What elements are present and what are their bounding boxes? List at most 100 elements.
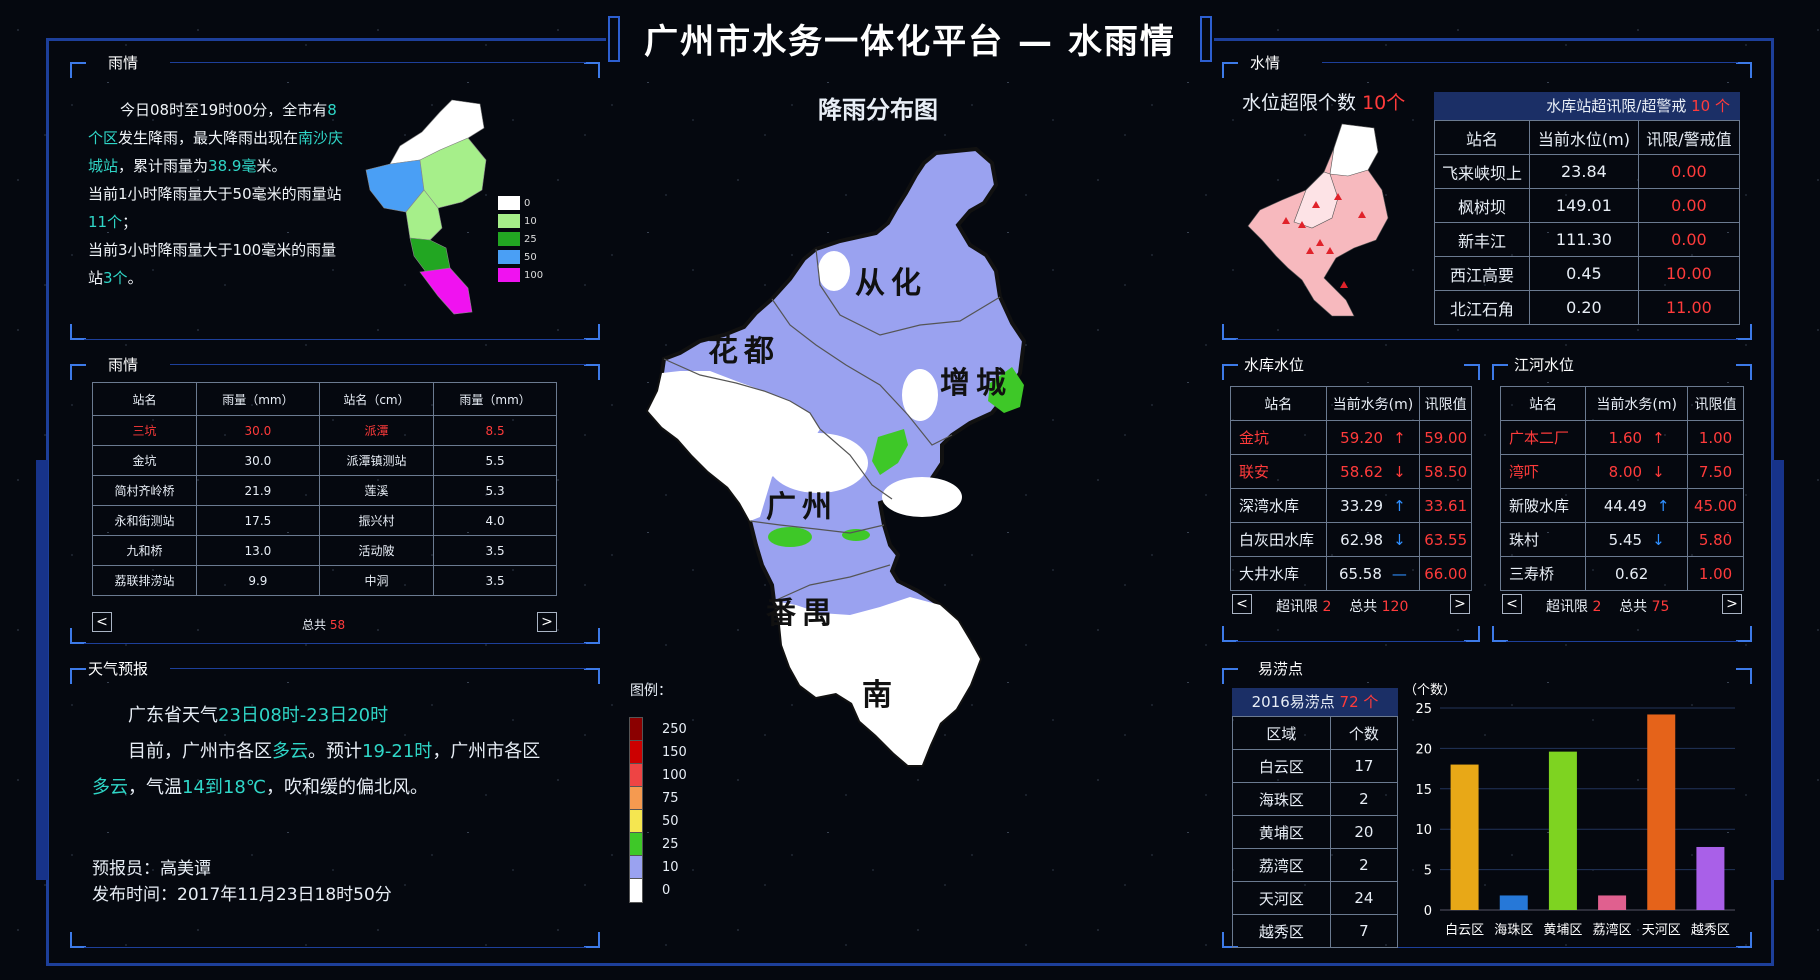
- table-row[interactable]: 珠村 5.45 ↓ 5.80: [1499, 522, 1744, 557]
- table-row[interactable]: 海珠区 2: [1232, 782, 1399, 816]
- table-cell: 天河区: [1232, 881, 1331, 915]
- table-row[interactable]: 荔湾区 2: [1232, 848, 1399, 882]
- panel-border: [1236, 339, 1738, 340]
- forecast-text: 广东省天气23日08时-23日20时 目前，广州市各区多云。预计19-21时，广…: [92, 698, 582, 806]
- table-row[interactable]: 大井水库 65.58 — 66.00: [1230, 556, 1472, 591]
- table-cell: 17.5: [196, 505, 320, 536]
- table-row[interactable]: 黄埔区 20: [1232, 815, 1399, 849]
- map-green-area: [842, 529, 870, 541]
- table-row[interactable]: 永和街测站 17.5 振兴村 4.0: [91, 505, 557, 536]
- table-cell: 活动陂: [318, 535, 435, 566]
- corner: [70, 324, 86, 340]
- bar: [1647, 714, 1676, 910]
- table-cell: 越秀区: [1232, 914, 1331, 948]
- level-cell: 33.29 ↑: [1325, 488, 1421, 523]
- table-row[interactable]: 白灰田水库 62.98 ↓ 63.55: [1230, 522, 1472, 557]
- table-cell: 20: [1329, 815, 1399, 849]
- table-row[interactable]: 荔联排涝站 9.9 中洞 3.5: [91, 565, 557, 596]
- waterlog-header: 2016易涝点 72 个: [1232, 688, 1398, 716]
- table-row[interactable]: 新陂水库 44.49 ↑ 45.00: [1499, 488, 1744, 523]
- publish-time: 发布时间：2017年11月23日18时50分: [92, 885, 392, 905]
- waterlog-header-label: 2016易涝点: [1251, 693, 1335, 711]
- legend-swatch: [498, 268, 520, 282]
- corner: [1492, 364, 1508, 380]
- table-row[interactable]: 简村齐岭桥 21.9 莲溪 5.3: [91, 475, 557, 506]
- total-value: 120: [1381, 599, 1409, 615]
- map-legend: 图例： 250 150 100 75 50 25 10 0: [630, 680, 687, 902]
- corner: [70, 668, 86, 684]
- table-row[interactable]: 联安 58.62 ↓ 58.50: [1230, 454, 1472, 489]
- x-tick-label: 荔湾区: [1593, 922, 1632, 938]
- next-page-button[interactable]: >: [1722, 594, 1742, 614]
- mini-rain-map: [365, 99, 487, 315]
- legend-swatch: [630, 764, 642, 787]
- legend-value: 25: [662, 837, 679, 852]
- column-header: 讯限值: [1419, 386, 1472, 421]
- station-name: 深湾水库: [1230, 488, 1327, 523]
- table-cell: 5.3: [433, 475, 557, 506]
- panel-border: [1236, 947, 1738, 948]
- table-header-row: 区域 个数: [1232, 716, 1399, 750]
- corner: [70, 62, 86, 78]
- legend-item: 75: [630, 787, 687, 810]
- water-panel: 水情 水位超限个数 10个 水库站超讯限/超警戒 10 个 站名 当前水位(m) 讯…: [1222, 54, 1752, 340]
- panel-title: 天气预报: [88, 660, 149, 678]
- table-cell: 派潭: [318, 415, 435, 446]
- panel-border: [170, 364, 586, 365]
- map-white-area: [818, 251, 850, 291]
- corner: [1736, 62, 1752, 78]
- table-row[interactable]: 深湾水库 33.29 ↑ 33.61: [1230, 488, 1472, 523]
- bar: [1598, 895, 1627, 910]
- table-row[interactable]: 三坑 30.0 派潭 8.5: [91, 415, 557, 446]
- limit-value: 59.00: [1419, 420, 1472, 455]
- map-district-label: 增城: [940, 366, 1012, 401]
- table-row[interactable]: 金坑 59.20 ↑ 59.00: [1230, 420, 1472, 455]
- map-title: 降雨分布图: [818, 96, 938, 124]
- table-row[interactable]: 天河区 24: [1232, 881, 1399, 915]
- table-row[interactable]: 湾吓 8.00 ↓ 7.50: [1499, 454, 1744, 489]
- prev-page-button[interactable]: <: [92, 612, 112, 632]
- next-page-button[interactable]: >: [537, 612, 557, 632]
- table-row[interactable]: 新丰江 111.30 0.00: [1434, 222, 1741, 257]
- y-tick-label: 20: [1415, 742, 1432, 757]
- table-cell: 2: [1329, 782, 1399, 816]
- legend-value: 50: [662, 814, 679, 829]
- summary-text: 今日08时至19时00分，全市有: [120, 101, 328, 119]
- limit-value: 7.50: [1687, 454, 1744, 489]
- legend-value: 250: [662, 722, 687, 737]
- corner: [1222, 668, 1238, 684]
- legend-value: 100: [524, 269, 544, 281]
- frame-left-accent: [36, 460, 48, 880]
- table-row[interactable]: 九和桥 13.0 活动陂 3.5: [91, 535, 557, 566]
- forecast-line: 多云，气温14到18℃，吹和缓的偏北风。: [92, 770, 582, 806]
- prev-page-button[interactable]: <: [1232, 594, 1252, 614]
- map-region: [419, 267, 473, 315]
- table-row[interactable]: 白云区 17: [1232, 749, 1399, 783]
- legend-item: 25: [498, 230, 543, 248]
- table-row[interactable]: 广本二厂 1.60 ↑ 1.00: [1499, 420, 1744, 455]
- table-cell: 8.5: [433, 415, 557, 446]
- table-row[interactable]: 飞来峡坝上 23.84 0.00: [1434, 154, 1741, 189]
- column-header: 个数: [1329, 716, 1399, 750]
- bar: [1499, 895, 1528, 910]
- map-white-area: [882, 477, 962, 517]
- bar: [1450, 764, 1479, 910]
- table-cell: 海珠区: [1232, 782, 1331, 816]
- panel-border: [84, 947, 586, 948]
- table-row[interactable]: 西江高要 0.45 10.00: [1434, 256, 1741, 291]
- waterlog-bar-chart: （个数） 25 20 15 10 5 0 白云区 海珠区 黄埔区 荔湾区 天河区 越秀区: [1404, 683, 1735, 938]
- next-page-button[interactable]: >: [1450, 594, 1470, 614]
- y-tick-label: 10: [1415, 823, 1432, 838]
- legend-value: 25: [524, 233, 537, 245]
- column-header: 站名: [1230, 386, 1327, 421]
- table-row[interactable]: 金坑 30.0 派潭镇测站 5.5: [91, 445, 557, 476]
- table-cell: 0.45: [1529, 256, 1639, 291]
- table-row[interactable]: 三寿桥 0.62 1.00: [1499, 556, 1744, 591]
- map-white-area: [774, 597, 980, 765]
- table-row[interactable]: 枫树坝 149.01 0.00: [1434, 188, 1741, 223]
- prev-page-button[interactable]: <: [1502, 594, 1522, 614]
- table-row[interactable]: 越秀区 7: [1232, 914, 1399, 948]
- level-cell: 0.62: [1585, 556, 1689, 591]
- table-row[interactable]: 北江石角 0.20 11.00: [1434, 290, 1741, 325]
- legend-value: 100: [662, 768, 687, 783]
